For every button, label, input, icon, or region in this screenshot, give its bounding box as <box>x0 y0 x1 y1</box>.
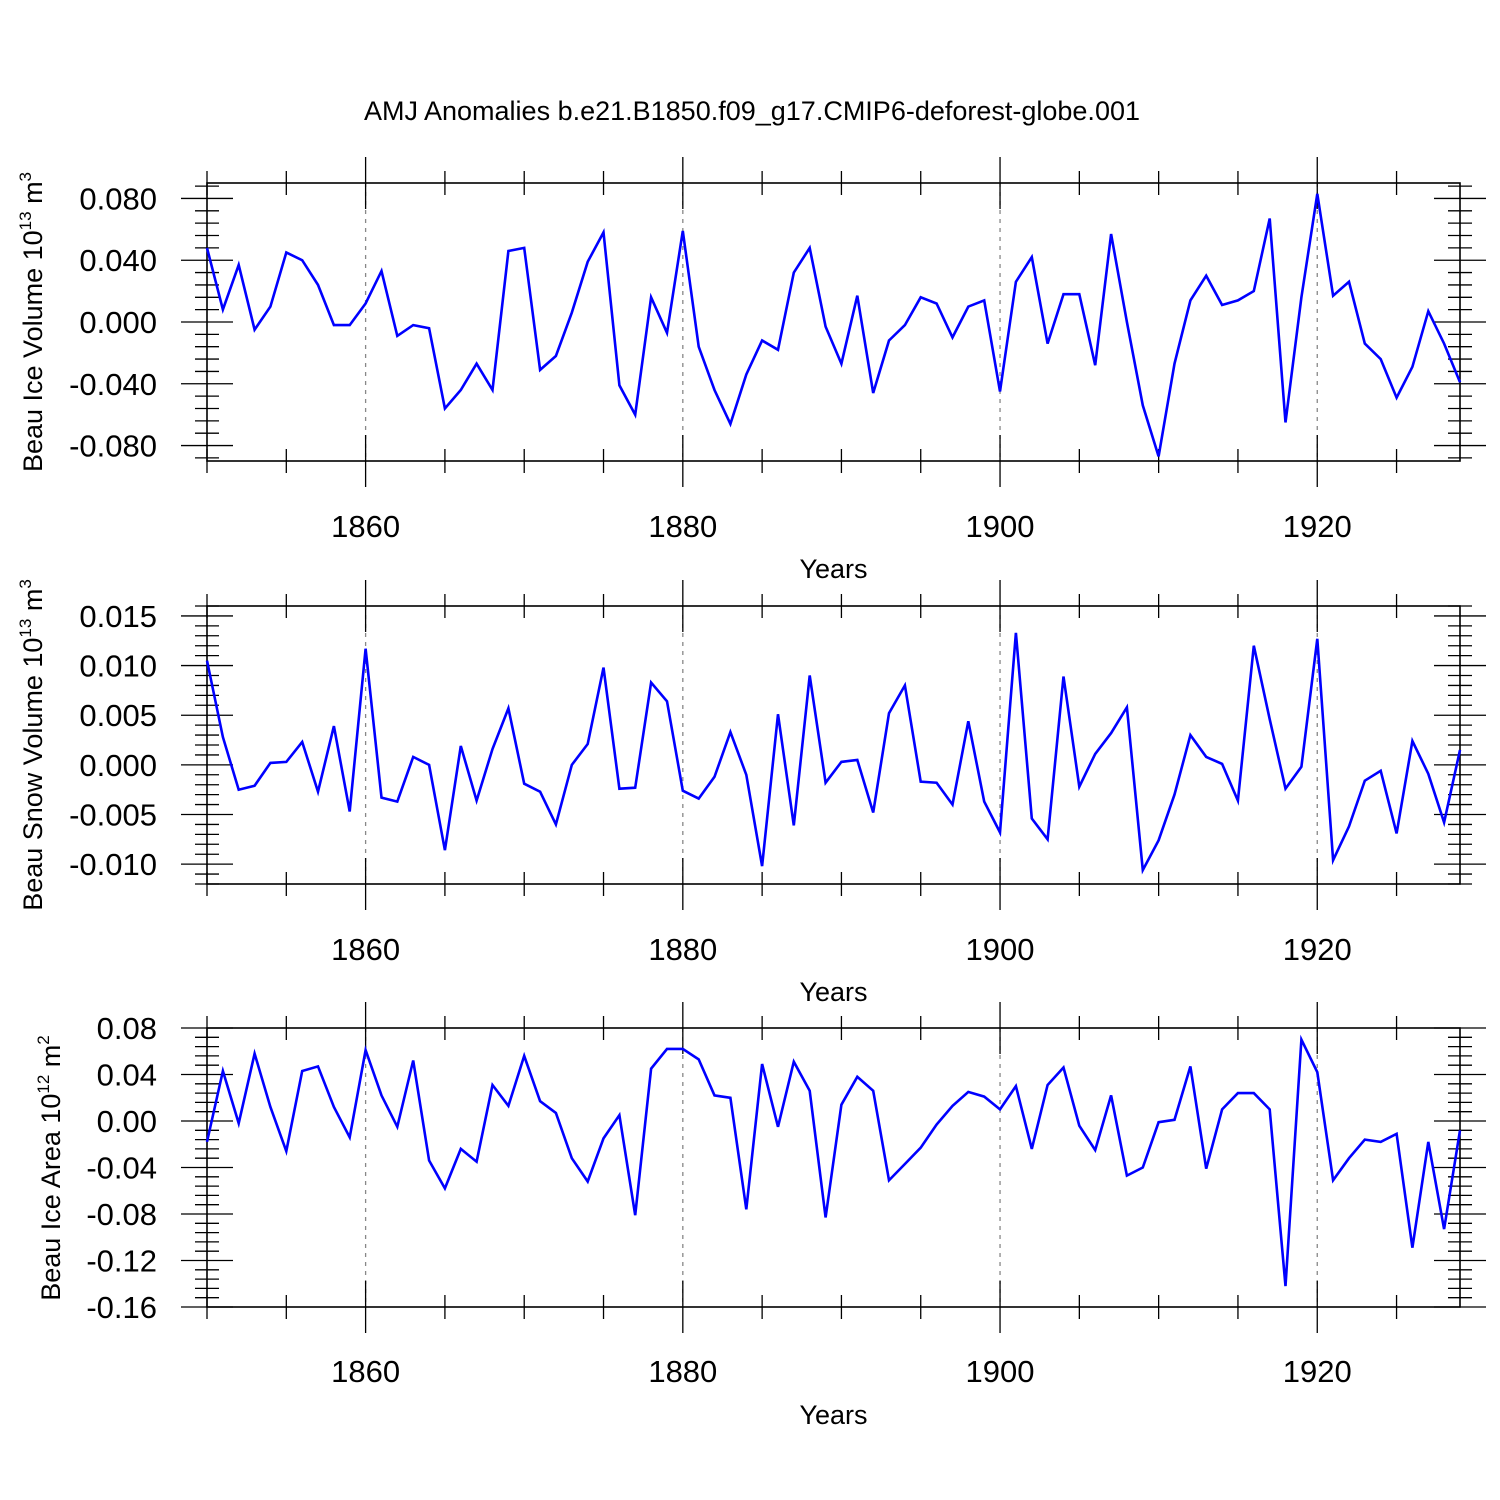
y-tick-label: -0.010 <box>69 847 157 882</box>
x-tick-label: 1860 <box>331 1354 400 1389</box>
series-line <box>205 632 1462 875</box>
series-line <box>205 1034 1462 1287</box>
y-label-text: Beau Snow Volume 10 <box>18 638 48 911</box>
y-label-unit: m <box>36 1045 66 1075</box>
series-line <box>205 193 1462 457</box>
y-tick-label: 0.000 <box>79 305 157 340</box>
y-tick-label: -0.16 <box>86 1290 157 1325</box>
x-tick-label: 1880 <box>648 1354 717 1389</box>
x-axis-label: Years <box>799 977 867 1007</box>
x-tick-label: 1860 <box>331 932 400 967</box>
y-label-text: Beau Ice Area 10 <box>36 1094 66 1301</box>
x-tick-label: 1860 <box>331 509 400 544</box>
y-tick-label: -0.04 <box>86 1151 157 1186</box>
x-axis-label: Years <box>799 554 867 584</box>
y-label-unit: m <box>18 589 48 619</box>
y-label-exponent: 13 <box>16 619 35 638</box>
y-tick-label: 0.080 <box>79 181 157 216</box>
y-tick-label: 0.000 <box>79 748 157 783</box>
figure-title: AMJ Anomalies b.e21.B1850.f09_g17.CMIP6-… <box>364 96 1140 126</box>
y-tick-label: -0.12 <box>86 1244 157 1279</box>
y-label-unit: m <box>18 181 48 211</box>
y-label-unit-exponent: 3 <box>16 172 35 181</box>
y-label-text: Beau Ice Volume 10 <box>18 230 48 472</box>
y-tick-label: 0.005 <box>79 698 157 733</box>
x-tick-label: 1880 <box>648 509 717 544</box>
y-tick-label: -0.040 <box>69 367 157 402</box>
y-tick-label: -0.08 <box>86 1197 157 1232</box>
y-tick-label: -0.005 <box>69 798 157 833</box>
y-axis-label: Beau Snow Volume 1013 m3 <box>16 579 48 911</box>
y-label-exponent: 13 <box>16 211 35 230</box>
y-tick-label: 0.04 <box>97 1058 157 1093</box>
x-tick-label: 1880 <box>648 932 717 967</box>
x-tick-label: 1920 <box>1283 932 1352 967</box>
y-tick-label: 0.015 <box>79 599 157 634</box>
x-tick-label: 1900 <box>966 509 1035 544</box>
y-axis-label: Beau Ice Area 1012 m2 <box>34 1035 66 1301</box>
y-tick-label: 0.010 <box>79 649 157 684</box>
y-tick-label: -0.080 <box>69 429 157 464</box>
y-tick-label: 0.00 <box>97 1104 157 1139</box>
panel-3: 1860 1880 1900 1920 Years 0.08 0.04 0.00 -0.04 -0… <box>34 1002 1486 1430</box>
x-tick-label: 1900 <box>966 932 1035 967</box>
y-label-unit-exponent: 2 <box>34 1035 53 1044</box>
x-tick-label: 1920 <box>1283 509 1352 544</box>
x-tick-label: 1920 <box>1283 1354 1352 1389</box>
x-tick-label: 1900 <box>966 1354 1035 1389</box>
panel-2: 1860 1880 1900 1920 Years 0.015 0.010 0.005 0.00… <box>16 579 1486 1007</box>
y-label-unit-exponent: 3 <box>16 579 35 588</box>
y-tick-label: 0.08 <box>97 1011 157 1046</box>
y-label-exponent: 12 <box>34 1075 53 1094</box>
x-axis-label: Years <box>799 1400 867 1430</box>
plot-frame <box>206 605 1461 885</box>
y-tick-label: 0.040 <box>79 243 157 278</box>
y-axis-label: Beau Ice Volume 1013 m3 <box>16 172 48 472</box>
panel-1: 1860 1880 1900 1920 Years 0.080 0.040 0.000 -0.0… <box>16 157 1486 584</box>
panels: 1860 1880 1900 1920 Years 0.080 0.040 0.000 -0.0… <box>16 157 1486 1430</box>
